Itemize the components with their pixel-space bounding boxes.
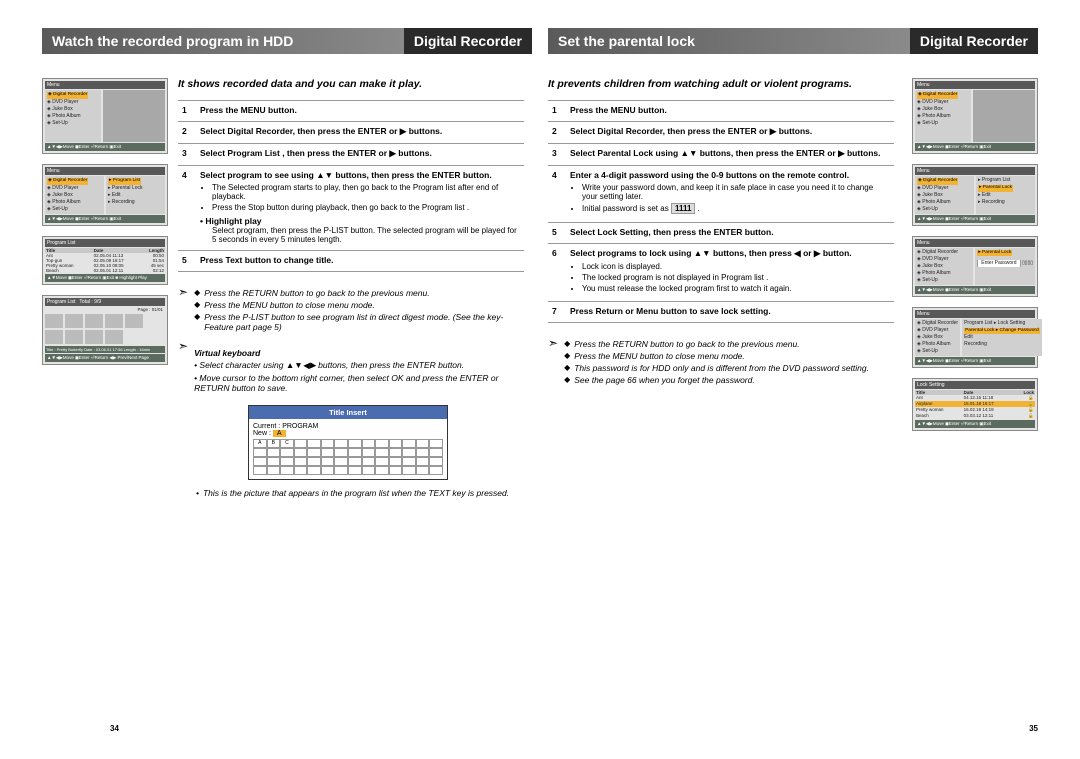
- left-header: Watch the recorded program in HDD Digita…: [42, 28, 532, 54]
- left-caption: •This is the picture that appears in the…: [196, 488, 524, 498]
- screen-menu-sub: Menu ◈ Digital Recorder ◈ DVD Player ◈ J…: [42, 164, 168, 226]
- right-intro: It prevents children from watching adult…: [548, 78, 894, 90]
- screen-r-menu: Menu ◈ Digital Recorder ◈ DVD Player ◈ J…: [912, 78, 1038, 154]
- screen-r-submenu: Menu ◈ Digital Recorder◈ DVD Player◈ Juk…: [912, 164, 1038, 226]
- right-steps-table: 1Press the MENU button. 2Select Digital …: [548, 100, 894, 323]
- screen-program-thumbs: Program List Total : 9/9 Page : 01/01 Ti…: [42, 295, 168, 365]
- right-page: Set the parental lock Digital Recorder I…: [548, 28, 1038, 731]
- right-header-badge: Digital Recorder: [910, 28, 1038, 54]
- screen-menu-main: Menu ◈ Digital Recorder ◈ DVD Player ◈ J…: [42, 78, 168, 154]
- left-page: Watch the recorded program in HDD Digita…: [42, 28, 532, 731]
- right-text-column: It prevents children from watching adult…: [548, 78, 902, 731]
- right-notes: ➣ ◆Press the RETURN button to go back to…: [548, 337, 894, 387]
- page-number-right: 35: [1029, 724, 1038, 733]
- right-header: Set the parental lock Digital Recorder: [548, 28, 1038, 54]
- right-screens-column: Menu ◈ Digital Recorder ◈ DVD Player ◈ J…: [912, 78, 1038, 731]
- left-text-column: It shows recorded data and you can make …: [178, 78, 532, 731]
- keyboard-grid: ABC: [253, 439, 443, 475]
- page-number-left: 34: [110, 724, 119, 733]
- right-header-title: Set the parental lock: [548, 28, 910, 54]
- initial-password-note: Initial password is set as 1111 .: [582, 203, 890, 214]
- pointer-icon: ➣: [548, 337, 558, 387]
- screen-program-list: Program List Title Date Length Ant02.05.…: [42, 236, 168, 285]
- left-intro: It shows recorded data and you can make …: [178, 78, 524, 90]
- left-header-title: Watch the recorded program in HDD: [42, 28, 404, 54]
- page-spread: Watch the recorded program in HDD Digita…: [42, 28, 1038, 731]
- screen-r-locksetting-list: Lock Setting TitleDateLock Ant04.12.15 1…: [912, 378, 1038, 431]
- left-notes: ➣ ◆Press the RETURN button to go back to…: [178, 286, 524, 498]
- screen-r-password: Menu ◈ Digital Recorder◈ DVD Player◈ Juk…: [912, 236, 1038, 297]
- pointer-icon: ➣: [178, 286, 188, 334]
- left-steps-table: 1Press the MENU button. 2Select Digital …: [178, 100, 524, 272]
- left-screens-column: Menu ◈ Digital Recorder ◈ DVD Player ◈ J…: [42, 78, 168, 731]
- screen-r-locksetting-menu: Menu ◈ Digital Recorder◈ DVD Player◈ Juk…: [912, 307, 1038, 368]
- left-header-badge: Digital Recorder: [404, 28, 532, 54]
- title-insert-box: Title Insert Current : PROGRAM New : A A…: [248, 405, 448, 480]
- pointer-icon: ➣: [178, 340, 188, 395]
